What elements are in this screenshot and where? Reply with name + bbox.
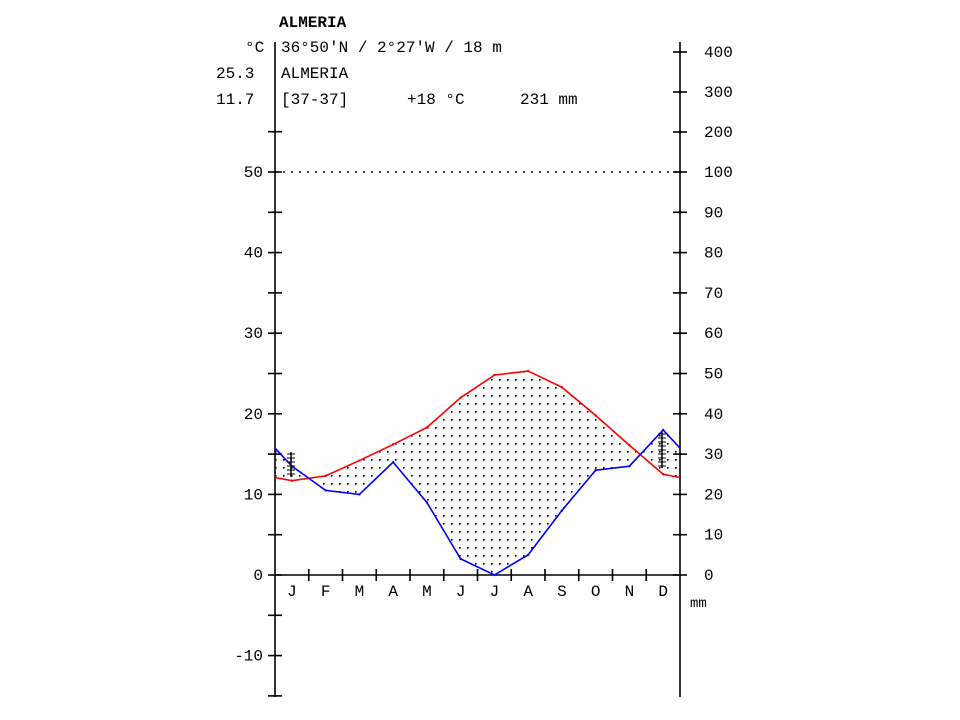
celsius-unit-label: °C [245, 39, 264, 57]
temperature-point [324, 474, 327, 478]
right-axis-tick-label: 90 [704, 204, 723, 222]
left-axis-tick-label: 40 [244, 245, 263, 263]
temperature-point [628, 444, 631, 447]
temperature-point [425, 426, 429, 429]
right-axis-tick-label: 20 [704, 486, 723, 504]
precipitation-point [493, 573, 496, 577]
right-axis-tick-label: 300 [704, 84, 733, 102]
right-axis-tick-label: 100 [704, 164, 733, 182]
left-axis-tick-label: 10 [244, 486, 263, 504]
temperature-point [594, 414, 597, 417]
right-axis-tick-label: 0 [704, 567, 714, 585]
temperature-point [526, 369, 530, 373]
right-axis-tick-label: 30 [704, 446, 723, 464]
precipitation-point [391, 460, 395, 464]
precipitation-point [628, 464, 631, 468]
mm-unit-label: mm [690, 596, 707, 612]
precipitation-point [594, 469, 597, 472]
month-label: M [355, 583, 365, 601]
precipitation-point [425, 501, 429, 504]
precipitation-point [459, 557, 462, 561]
precipitation-line [274, 428, 681, 576]
left-axis-tick-label: -10 [234, 648, 263, 666]
month-label: M [422, 583, 432, 601]
temperature-point [290, 479, 294, 482]
left-axis-tick-label: 0 [253, 567, 263, 585]
right-axis-tick-label: 10 [704, 527, 723, 545]
month-label: S [557, 583, 567, 601]
temperature-point [391, 443, 395, 446]
month-label: O [591, 583, 601, 601]
month-label: F [321, 583, 331, 601]
chart-title: ALMERIA [279, 14, 347, 32]
month-label: A [388, 583, 398, 601]
temperature-point [493, 373, 496, 377]
temperature-point [560, 386, 564, 389]
right-axis-tick-label: 400 [704, 44, 733, 62]
right-axis-tick-label: 70 [704, 285, 723, 303]
temperature-point [459, 396, 462, 399]
period-label: [37-37] [281, 91, 348, 109]
precipitation-point [661, 428, 665, 432]
temperature-point [358, 459, 361, 462]
right-axis-tick-label: 60 [704, 325, 723, 343]
mean-temp-label: +18 °C [407, 91, 465, 109]
left-axis-tick-label: 30 [244, 325, 263, 343]
max-temp-value: 25.3 [216, 65, 254, 83]
coordinates-label: 36°50'N / 2°27'W / 18 m [281, 39, 502, 57]
dry-season-area [275, 371, 680, 575]
temperature-line [274, 370, 681, 482]
precipitation-point [526, 553, 530, 557]
precipitation-point [560, 509, 564, 512]
precipitation-point [324, 489, 327, 492]
month-label: N [625, 583, 635, 601]
month-label: J [490, 583, 500, 601]
station-name: ALMERIA [281, 65, 349, 83]
left-axis-tick-label: 20 [244, 406, 263, 424]
precipitation-point [358, 493, 361, 496]
month-label: J [456, 583, 466, 601]
month-label: A [523, 583, 533, 601]
month-label: J [287, 583, 297, 601]
min-temp-value: 11.7 [216, 91, 254, 109]
month-label: D [658, 583, 668, 601]
temperature-point [661, 473, 665, 476]
annual-precip-label: 231 mm [520, 91, 578, 109]
right-axis-tick-label: 40 [704, 406, 723, 424]
right-axis-tick-label: 200 [704, 124, 733, 142]
left-axis-tick-label: 50 [244, 164, 263, 182]
right-axis-tick-label: 50 [704, 366, 723, 384]
right-axis-tick-label: 80 [704, 245, 723, 263]
